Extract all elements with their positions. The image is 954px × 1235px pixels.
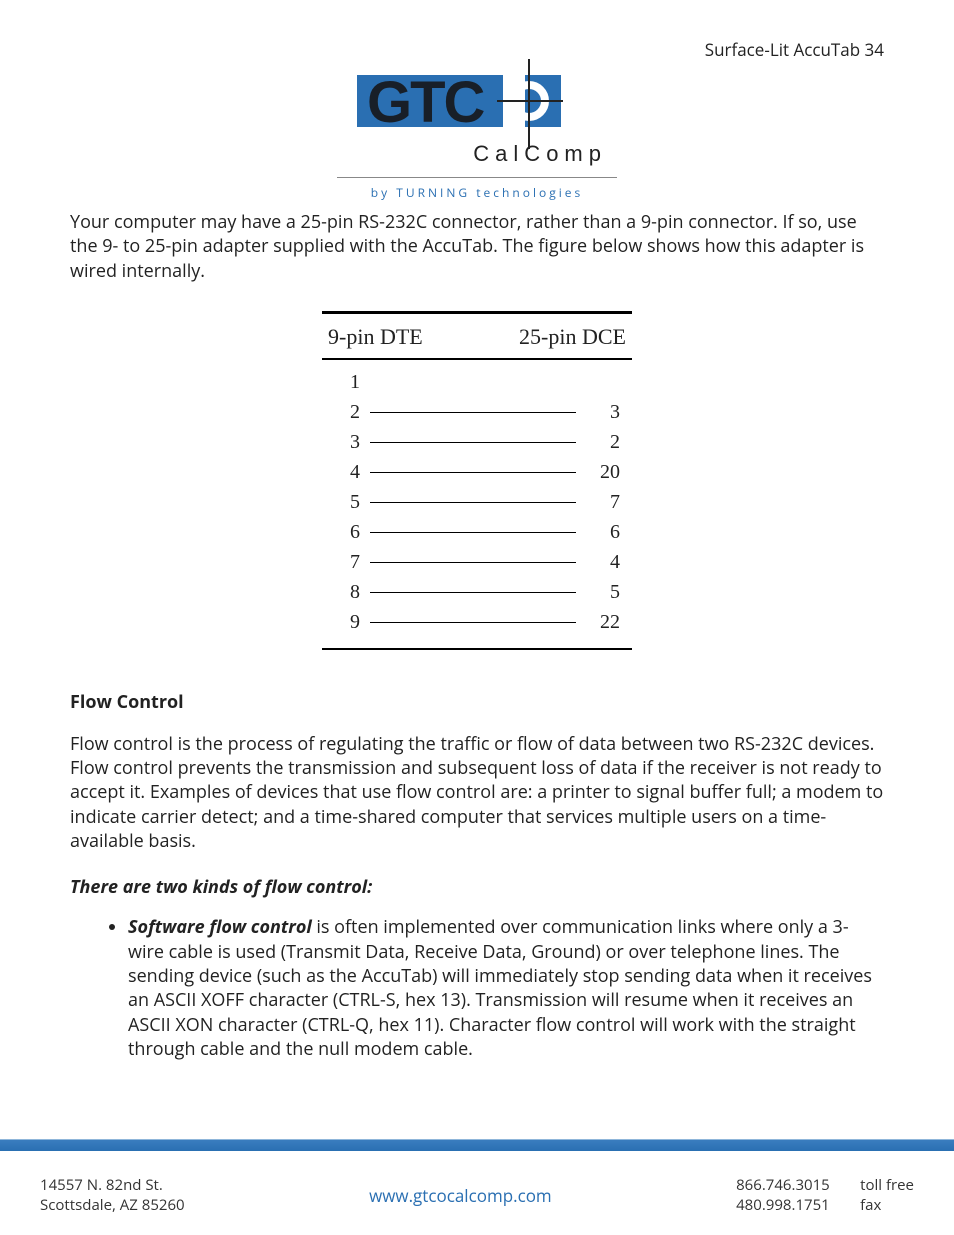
wiring-row: 66 (334, 518, 620, 548)
wiring-connector-line (370, 622, 576, 623)
wiring-right-pin: 4 (576, 551, 620, 574)
phone-fax: 480.998.1751 (736, 1195, 846, 1215)
wiring-connector-line (370, 412, 576, 413)
logo-cross-v-icon (528, 59, 530, 149)
footer-contact: 866.746.3015 toll free 480.998.1751 fax (736, 1175, 914, 1215)
logo: GTC CalComp by TURNING technologies (70, 69, 884, 202)
wiring-connector-line (370, 442, 576, 443)
wiring-left-pin: 4 (334, 461, 370, 484)
logo-main-text: GTC (367, 69, 483, 136)
wiring-header-left: 9-pin DTE (328, 324, 423, 350)
intro-paragraph: Your computer may have a 25-pin RS-232C … (70, 210, 884, 283)
wiring-left-pin: 9 (334, 611, 370, 634)
wiring-connector-line (370, 592, 576, 593)
wiring-right-pin: 6 (576, 521, 620, 544)
logo-divider (337, 177, 617, 178)
wiring-connector-line (370, 472, 576, 473)
wiring-right-pin: 20 (576, 461, 620, 484)
wiring-row: 85 (334, 578, 620, 608)
wiring-right-pin: 2 (576, 431, 620, 454)
wiring-right-pin: 3 (576, 401, 620, 424)
wiring-left-pin: 1 (334, 371, 370, 394)
logo-byline: by TURNING technologies (337, 184, 617, 201)
wiring-right-pin: 7 (576, 491, 620, 514)
label-tollfree: toll free (860, 1175, 914, 1195)
wiring-left-pin: 7 (334, 551, 370, 574)
label-fax: fax (860, 1195, 881, 1215)
wiring-row: 32 (334, 428, 620, 458)
software-flow-control-bullet: Software flow control is often implement… (128, 915, 884, 1061)
wiring-left-pin: 6 (334, 521, 370, 544)
wiring-right-pin: 22 (576, 611, 620, 634)
wiring-row: 9 22 (334, 608, 620, 638)
wiring-row: 4 20 (334, 458, 620, 488)
wiring-left-pin: 5 (334, 491, 370, 514)
wiring-row: 74 (334, 548, 620, 578)
footer-bar (0, 1139, 954, 1151)
wiring-header-right: 25-pin DCE (519, 324, 626, 350)
wiring-connector-line (370, 502, 576, 503)
wiring-left-pin: 2 (334, 401, 370, 424)
logo-cross-h-icon (497, 100, 563, 102)
phone-tollfree: 866.746.3015 (736, 1175, 846, 1195)
bullet-label: Software flow control (128, 915, 312, 939)
wiring-row: 57 (334, 488, 620, 518)
address-line1: 14557 N. 82nd St. (40, 1175, 185, 1195)
wiring-right-pin: 5 (576, 581, 620, 604)
footer-address: 14557 N. 82nd St. Scottsdale, AZ 85260 (40, 1175, 185, 1215)
page-number-label: Surface-Lit AccuTab 34 (70, 38, 884, 61)
wiring-rule-bottom (322, 648, 632, 650)
footer-url: www.gtcocalcomp.com (369, 1184, 552, 1207)
wiring-row: 23 (334, 398, 620, 428)
wiring-diagram: 9-pin DTE 25-pin DCE 1233242057667485922 (322, 311, 632, 650)
footer: 14557 N. 82nd St. Scottsdale, AZ 85260 w… (0, 1175, 954, 1215)
logo-sub-text: CalComp (337, 141, 617, 167)
wiring-connector-line (370, 562, 576, 563)
flow-control-heading: Flow Control (70, 690, 884, 714)
wiring-left-pin: 3 (334, 431, 370, 454)
wiring-row: 1 (334, 368, 620, 398)
wiring-connector-line (370, 532, 576, 533)
flow-control-paragraph: Flow control is the process of regulatin… (70, 732, 884, 853)
flow-control-subheading: There are two kinds of flow control: (70, 875, 884, 899)
address-line2: Scottsdale, AZ 85260 (40, 1195, 185, 1215)
wiring-left-pin: 8 (334, 581, 370, 604)
